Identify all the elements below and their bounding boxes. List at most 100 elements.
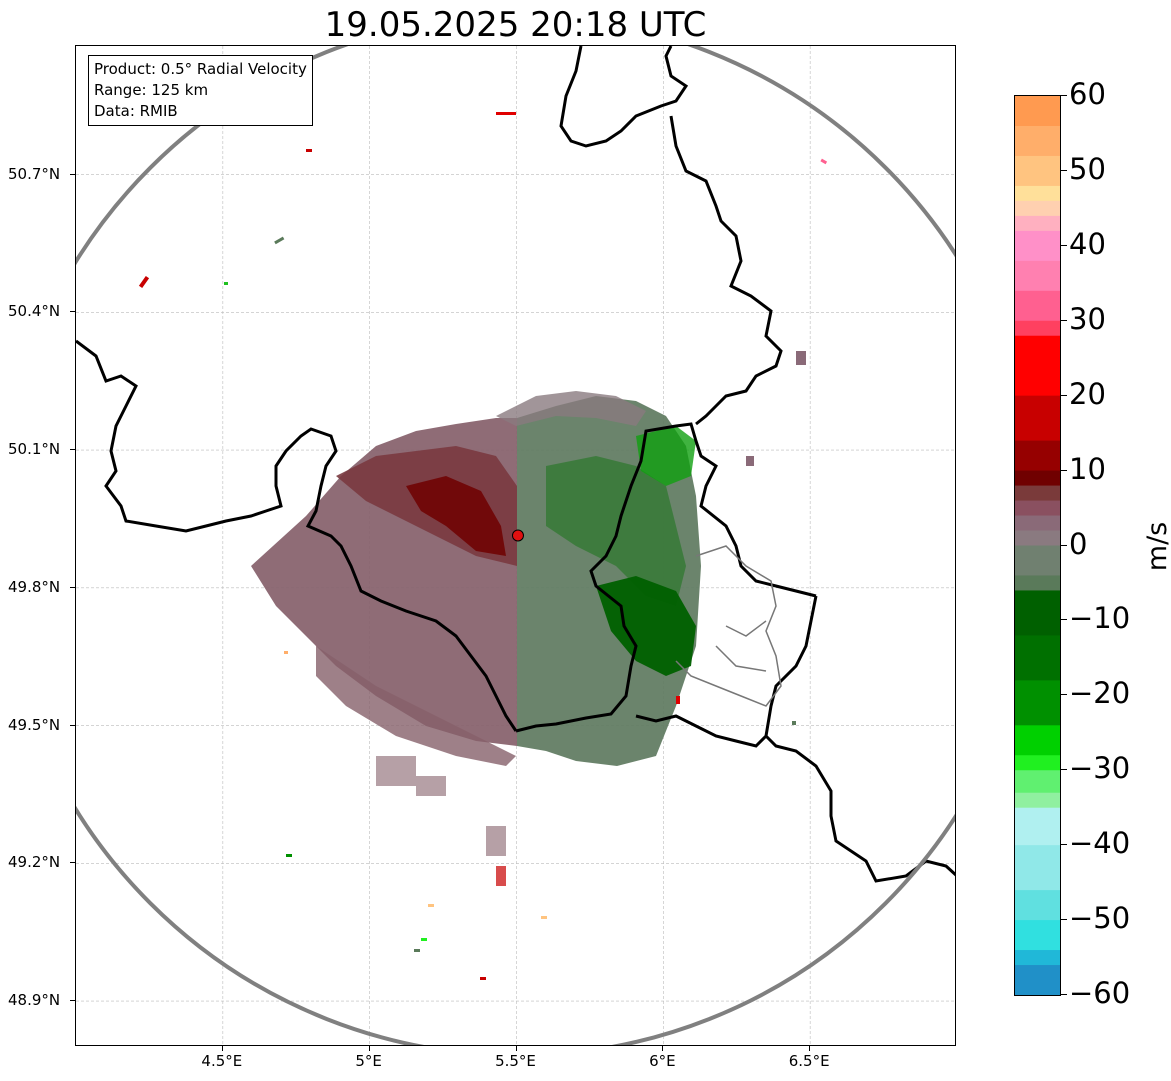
lat-tick [70,311,75,313]
colorbar-tick [1061,169,1067,171]
netherlands-border [559,46,783,426]
colorbar-tick-label: −60 [1069,976,1131,1010]
lon-tick-label: 6.5°E [788,1052,830,1070]
colorbar-band [1015,725,1060,756]
lat-tick [70,1000,75,1002]
colorbar-band [1015,770,1060,794]
radar-site-marker[interactable] [511,529,524,542]
colorbar-band [1015,215,1060,232]
colorbar-band [1015,200,1060,217]
colorbar-band [1015,807,1060,846]
colorbar-tick-label: 50 [1069,151,1106,186]
colorbar-band [1015,755,1060,771]
lat-tick-label: 49.2°N [8,853,61,872]
colorbar-band [1015,230,1060,262]
lat-tick [70,173,75,175]
echo-speck [746,456,754,466]
colorbar-band [1015,440,1060,472]
lat-tick [70,586,75,588]
colorbar-tick-label: 30 [1069,301,1106,336]
colorbar-gradient [1015,96,1060,995]
lon-tick [662,1046,664,1051]
colorbar-band [1015,290,1060,322]
colorbar-tick-label: 40 [1069,226,1106,261]
colorbar-tick [1061,994,1067,995]
echo-speck [416,776,446,796]
echo-speck [486,826,506,856]
echo-speck [274,236,285,245]
lon-tick-label: 6°E [649,1052,676,1070]
info-box: Product: 0.5° Radial Velocity Range: 125… [88,55,313,126]
colorbar-band [1015,320,1060,337]
radar-map[interactable] [75,45,956,1046]
echo-speck [421,938,427,941]
colorbar-band [1015,575,1060,591]
colorbar-band [1015,845,1060,891]
echo-speck [496,112,516,115]
lon-tick [221,1046,223,1051]
echo-speck [138,275,150,289]
colorbar-tick-label: −40 [1069,826,1131,861]
colorbar-tick [1061,319,1067,321]
lon-tick-label: 5°E [355,1052,382,1070]
colorbar-band [1015,950,1060,966]
echo-speck [376,756,416,786]
lon-tick-label: 5.5°E [495,1052,536,1070]
lat-tick-label: 49.8°N [8,577,61,596]
luxembourg-border [675,545,782,707]
colorbar-tick-label: −30 [1069,751,1131,786]
strong-approaching-core [596,576,696,676]
colorbar-tick-label: 10 [1069,451,1106,486]
colorbar-band [1015,890,1060,921]
info-product: Product: 0.5° Radial Velocity [94,60,307,78]
colorbar-band [1015,680,1060,726]
colorbar-tick-label: −20 [1069,676,1131,711]
colorbar-band [1015,260,1060,292]
strong-receding-core [406,476,506,556]
echo-speck [414,949,420,952]
echo-speck [496,866,506,886]
colorbar-band [1015,515,1060,532]
colorbar-tick-label: −10 [1069,601,1131,636]
colorbar-band [1015,335,1060,397]
lat-tick-label: 48.9°N [8,991,61,1010]
colorbar-band [1015,635,1060,681]
colorbar-band [1015,395,1060,442]
echo-speck [792,721,796,725]
lon-tick [368,1046,370,1051]
receding-south-band [316,646,516,766]
colorbar-tick-label: 20 [1069,376,1106,411]
radar-map-canvas [76,46,955,1045]
belgium-border-west [76,339,518,732]
echo-speck [224,282,228,285]
country-borders [76,46,955,883]
colorbar-tick [1061,919,1067,921]
colorbar-band [1015,500,1060,517]
echo-speck [306,149,312,152]
map-title: 19.05.2025 20:18 UTC [324,5,707,45]
colorbar-band [1015,792,1060,809]
colorbar-tick [1061,244,1067,246]
lat-tick-label: 50.4°N [8,302,61,321]
velocity-echoes [138,112,828,980]
echo-speck [820,158,828,165]
colorbar-band [1015,185,1060,202]
colorbar-tick [1061,394,1067,396]
echo-speck [428,904,434,907]
colorbar-band [1015,485,1060,502]
colorbar-tick-label: −50 [1069,901,1131,936]
colorbar-tick [1061,95,1067,96]
info-data-source: Data: RMIB [94,102,178,120]
colorbar-band [1015,590,1060,636]
approaching-northeast-cells [636,426,696,486]
colorbar-band [1015,125,1060,157]
colorbar-unit-label: m/s [1142,521,1171,572]
lat-tick-label: 50.1°N [8,440,61,459]
colorbar-tick [1061,619,1067,621]
echo-speck [796,351,806,365]
lon-tick [515,1046,517,1051]
echo-speck [286,854,292,857]
lon-tick-label: 4.5°E [201,1052,243,1070]
velocity-colorbar [1014,95,1061,996]
lat-tick [70,449,75,451]
